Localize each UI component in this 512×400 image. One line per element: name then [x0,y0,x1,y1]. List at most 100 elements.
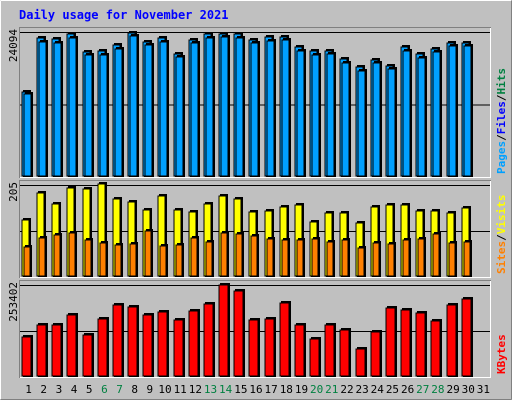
panel-hits-legend-item-0: Pages [495,141,508,174]
bar-kbytes-16 [248,319,259,377]
bar-sites-27 [417,238,425,277]
bar-sites-25 [387,243,395,277]
bar-kbytes-26 [400,309,411,377]
bar-sites-18 [281,239,289,277]
x-tick-label-7: 7 [116,383,123,396]
bar-files-17 [266,40,275,177]
bar-kbytes-17 [264,318,275,377]
bar-sites-14 [220,232,228,277]
x-tick-label-17: 17 [265,383,278,396]
bar-files-13 [205,37,214,177]
x-tick-label-25: 25 [386,383,399,396]
bar-files-6 [99,54,108,177]
panel-visits-ytick-label: 205 [7,182,20,202]
x-tick-label-11: 11 [174,383,187,396]
bar-files-11 [175,56,184,177]
x-tick-label-21: 21 [325,383,338,396]
panel-visits-legend-item-2: Visits [495,195,508,235]
bar-kbytes-11 [173,319,184,377]
bar-sites-24 [372,242,380,277]
bar-sites-20 [311,238,319,277]
panel-kbytes: 253402 KBytes [7,280,508,378]
bar-kbytes-30 [461,298,472,377]
panel-hits-legend: Pages/Files/Hits [495,68,508,174]
bar-files-30 [463,45,472,177]
bar-files-15 [235,37,244,177]
bar-files-3 [53,42,62,177]
x-tick-label-9: 9 [147,383,154,396]
bar-kbytes-20 [309,338,320,377]
bar-files-18 [281,39,290,177]
x-tick-label-22: 22 [340,383,353,396]
bar-sites-4 [68,232,76,277]
bar-files-27 [417,57,426,177]
bar-kbytes-23 [355,348,366,377]
bar-kbytes-13 [203,303,214,377]
x-tick-label-18: 18 [280,383,293,396]
bar-files-7 [114,48,123,177]
bar-files-2 [38,41,47,177]
bar-files-20 [311,54,320,177]
bar-kbytes-9 [142,314,153,377]
bar-kbytes-5 [82,334,93,377]
bar-files-8 [129,35,138,177]
panel-kbytes-legend-item-0: KBytes [495,334,508,374]
bar-sites-17 [266,238,274,277]
panel-hits: 24094 Pages/Files/Hits [7,27,508,178]
bar-sites-15 [235,233,243,277]
x-tick-label-26: 26 [401,383,414,396]
x-tick-label-3: 3 [56,383,63,396]
panel-hits-ytick-label: 24094 [7,29,20,62]
bar-sites-2 [38,237,46,277]
panel-visits-legend: Sites/Visits [495,195,508,275]
bar-kbytes-24 [370,331,381,377]
bar-sites-1 [23,246,31,277]
panel-visits-legend-item-0: Sites [495,241,508,274]
bar-files-12 [190,42,199,177]
bar-kbytes-25 [385,307,396,377]
bar-sites-23 [357,247,365,277]
bar-sites-7 [114,244,122,277]
bar-sites-3 [53,234,61,277]
x-tick-label-4: 4 [71,383,78,396]
bar-sites-10 [159,245,167,277]
bar-sites-9 [144,230,152,277]
bar-sites-11 [175,244,183,277]
panel-kbytes-legend: KBytes [495,334,508,374]
panel-visits: 205 Sites/Visits [7,180,508,278]
bar-sites-13 [205,241,213,277]
bar-kbytes-4 [66,314,77,377]
x-tick-label-15: 15 [234,383,247,396]
bar-files-14 [220,36,229,177]
bar-kbytes-15 [233,290,244,377]
bar-files-1 [23,93,32,177]
bar-files-24 [372,62,381,177]
bar-kbytes-22 [339,329,350,377]
x-tick-label-1: 1 [25,383,32,396]
x-tick-label-6: 6 [101,383,108,396]
bar-files-16 [250,42,259,177]
chart-title: Daily usage for November 2021 [19,8,229,22]
bar-kbytes-7 [112,304,123,377]
bar-kbytes-21 [324,324,335,377]
bar-files-19 [296,50,305,177]
bar-kbytes-28 [430,320,441,377]
bar-kbytes-18 [279,302,290,377]
x-tick-label-23: 23 [356,383,369,396]
x-axis-tick-labels: 1 2 3 4 5 6 7 8 9 10 11 12 13 14 15 16 17 18 19 20 21 22 23 24 2… [25,383,490,396]
bar-kbytes-1 [21,336,32,377]
bar-files-26 [402,50,411,177]
bar-kbytes-10 [157,311,168,377]
panel-visits-legend-item-1: / [495,234,508,241]
bar-sites-12 [190,237,198,277]
bar-sites-5 [84,239,92,277]
bar-sites-26 [402,239,410,277]
bar-files-5 [84,54,93,177]
bar-kbytes-3 [51,324,62,377]
x-tick-label-24: 24 [371,383,385,396]
panel-hits-legend-item-2: Files [495,101,508,134]
bar-sites-28 [432,233,440,277]
x-tick-label-8: 8 [131,383,138,396]
panel-hits-legend-item-1: / [495,134,508,141]
bar-sites-29 [448,242,456,277]
